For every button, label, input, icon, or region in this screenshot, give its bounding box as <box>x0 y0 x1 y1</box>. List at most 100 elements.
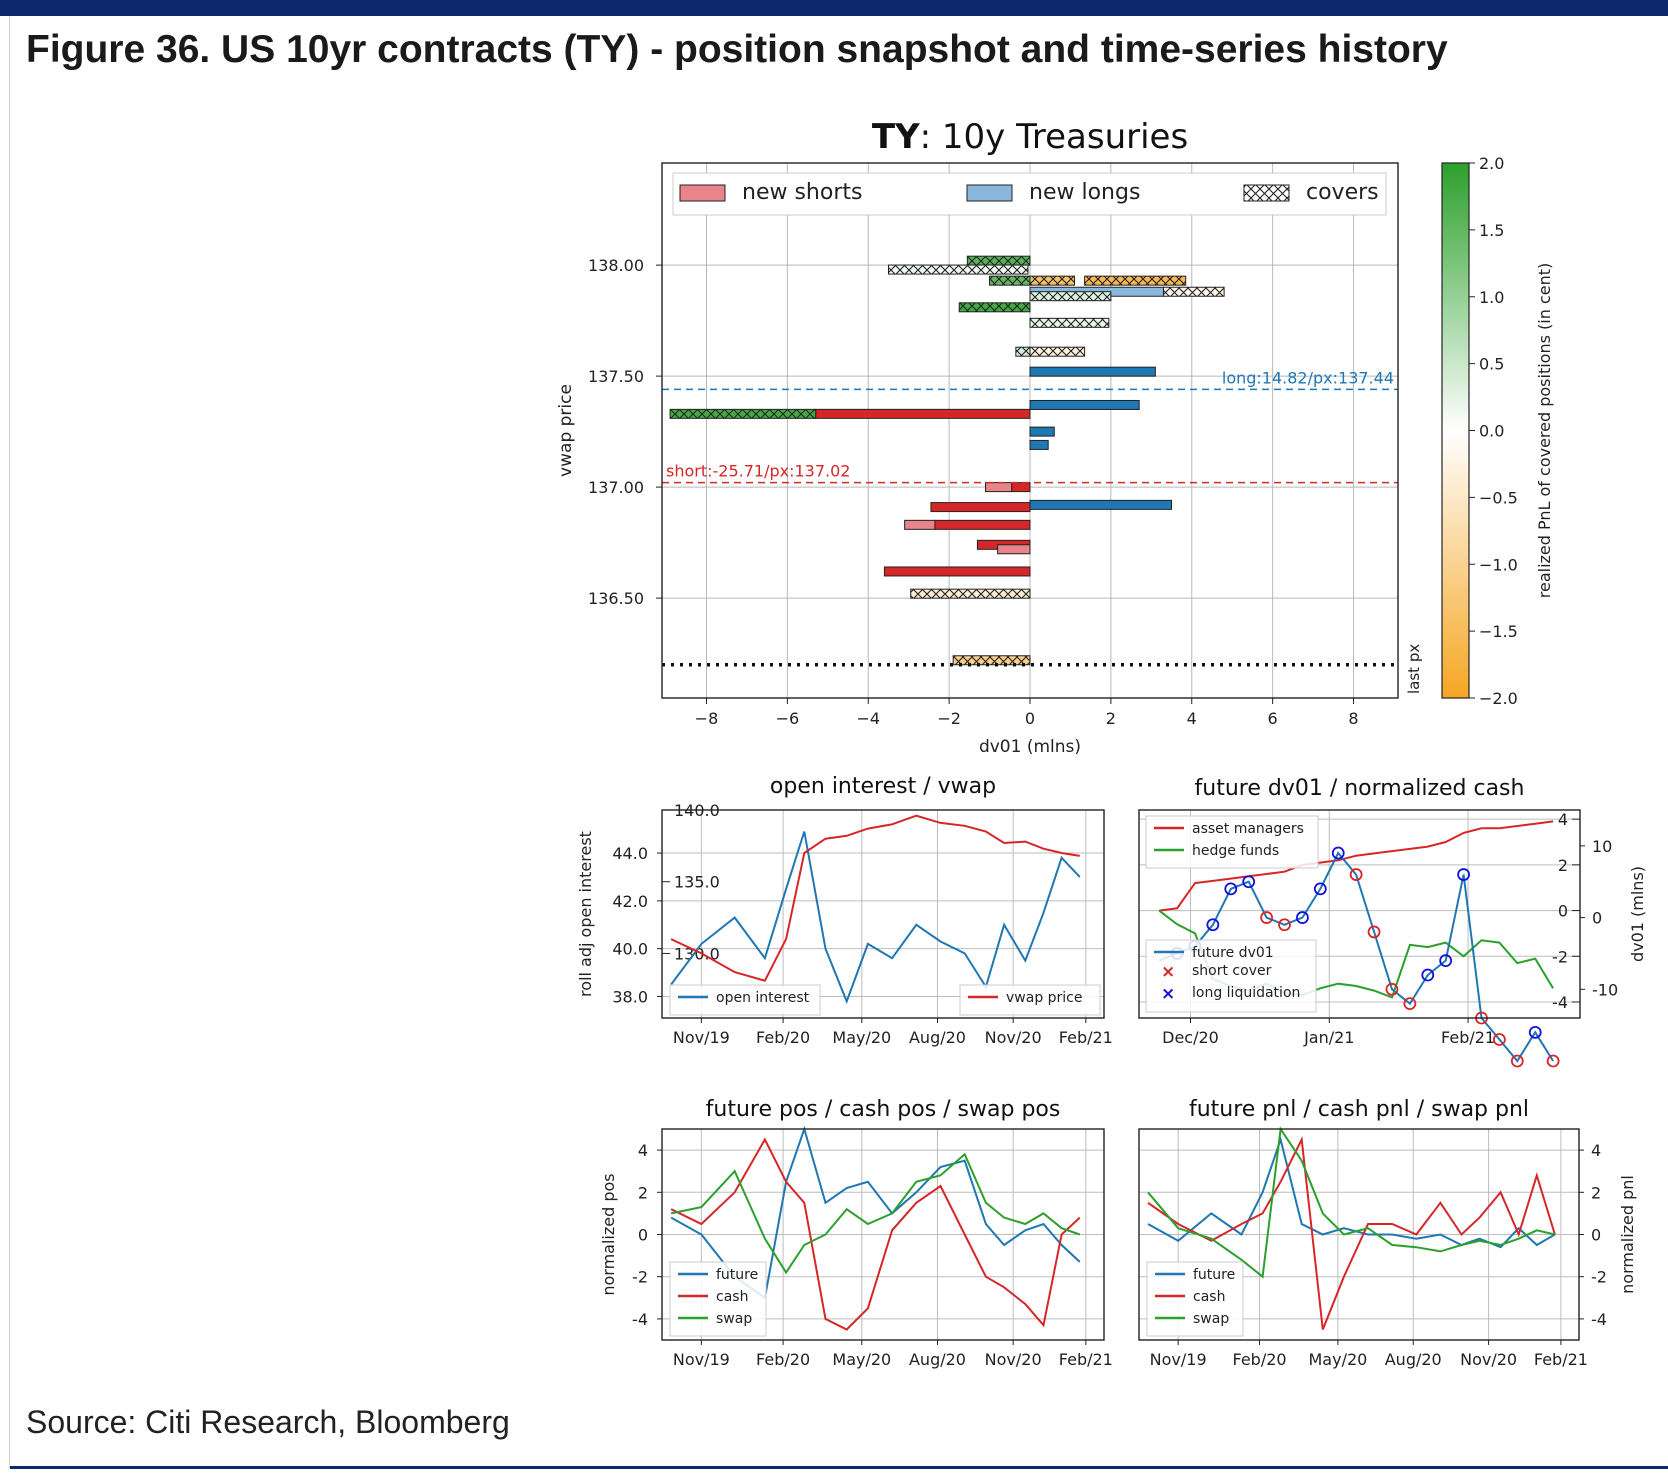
cover-bar-hatch <box>1015 347 1030 357</box>
legend-label: vwap price <box>1006 990 1083 1006</box>
x-tick-label: Nov/20 <box>985 1350 1042 1369</box>
x-tick-label: 2 <box>1106 709 1116 728</box>
legend-swatch-new-shorts <box>679 184 726 202</box>
chart-legend-markers: future dv01 × short cover × long liquidation <box>1145 939 1317 1013</box>
short-bar <box>934 519 1031 530</box>
series-line-future <box>1147 1135 1556 1249</box>
legend-label: new longs <box>1029 180 1140 205</box>
dv01-marker <box>1313 882 1327 896</box>
colorbar-tick-label: 0.5 <box>1479 355 1504 374</box>
x-tick-label: Aug/20 <box>1385 1350 1442 1369</box>
cover-bar-hatch <box>967 256 1030 266</box>
chart-legend: future cash swap <box>1146 1261 1244 1337</box>
inner-y-tick-label: 130.0 <box>674 944 720 963</box>
legend-swatch-new-longs <box>966 184 1013 202</box>
dv01-marker <box>1296 911 1309 924</box>
series-line-open-interest <box>670 831 1081 1005</box>
y-axis-title: roll adj open interest <box>576 831 595 997</box>
short-bar <box>904 519 936 530</box>
legend-label: short cover <box>1192 963 1272 979</box>
x-tick-label: Feb/21 <box>1059 1028 1113 1047</box>
dv01-cash-chart: future dv01 / normalized cash Dec/20 Jan/2… <box>1138 776 1647 1068</box>
chart-legend: future cash swap <box>669 1261 767 1337</box>
x-tick-label: Nov/19 <box>673 1028 730 1047</box>
series-line-vwap-price <box>670 814 1080 982</box>
short-bar <box>997 544 1031 555</box>
y-tick-label: 10 <box>1592 837 1612 856</box>
dv01-marker <box>1224 882 1238 896</box>
y-tick-label: 44.0 <box>612 844 648 863</box>
series-line-cash <box>670 1137 1081 1331</box>
cover-bar-hatch <box>670 409 816 419</box>
series-line-cash <box>1147 1136 1556 1330</box>
pnl-chart: future pnl / cash pnl / swap pnl Nov/19 Fe… <box>1138 1097 1637 1369</box>
y-axis-title: dv01 (mlns) <box>1628 866 1647 962</box>
legend-label: hedge funds <box>1192 843 1279 859</box>
cover-bar-hatch <box>1030 318 1109 328</box>
bottom-rule <box>10 1466 1668 1469</box>
chart-legend: asset managers hedge funds <box>1145 815 1319 869</box>
long-bar <box>1029 426 1055 437</box>
short-bar <box>1011 482 1031 493</box>
x-tick-label: Aug/20 <box>909 1028 966 1047</box>
x-tick-label: Nov/19 <box>1150 1350 1207 1369</box>
left-rule <box>9 16 10 1468</box>
y-tick-label: 138.00 <box>588 256 644 275</box>
legend-label: covers <box>1306 180 1379 205</box>
x-tick-label: −8 <box>695 709 719 728</box>
legend-box <box>1145 815 1319 869</box>
cover-bar-hatch <box>1030 291 1111 301</box>
colorbar-tick-label: 1.0 <box>1479 288 1504 307</box>
x-tick-label: Nov/19 <box>673 1350 730 1369</box>
inner-y-tick-label: 135.0 <box>674 873 720 892</box>
y-axis-title: normalized pos <box>599 1173 618 1295</box>
dv01-marker <box>1331 846 1345 860</box>
dv01-marker <box>1260 911 1273 924</box>
cover-bar-hatch <box>989 276 1030 286</box>
chart-title-bold: TY <box>872 117 920 157</box>
y-axis-title: vwap price <box>556 384 576 477</box>
dv01-marker <box>1385 982 1399 996</box>
cover-bar-hatch <box>910 589 1030 599</box>
y-tick-label: -2 <box>632 1268 648 1287</box>
figure-title: Figure 36. US 10yr contracts (TY) - posi… <box>26 28 1448 71</box>
legend-label: future dv01 <box>1192 945 1274 961</box>
short-bar <box>815 408 1031 419</box>
legend-label: cash <box>716 1289 748 1305</box>
inner-y-tick-label: -2 <box>1552 947 1568 966</box>
legend-box <box>959 984 1101 1016</box>
y-tick-label: -4 <box>632 1310 648 1329</box>
x-tick-label: 6 <box>1268 709 1278 728</box>
y-tick-label: 136.50 <box>588 589 644 608</box>
dv01-marker <box>1528 1025 1542 1039</box>
legend-label: new shorts <box>742 180 862 205</box>
colorbar-tick-label: −0.5 <box>1479 488 1518 507</box>
dv01-marker <box>1421 968 1435 982</box>
chart-legend: new shorts new longs covers <box>672 172 1387 216</box>
dv01-marker <box>1510 1054 1524 1068</box>
y-tick-label: 0 <box>1591 1226 1601 1245</box>
chart-legend: open interest <box>669 984 821 1016</box>
subplot-title: future dv01 / normalized cash <box>1195 776 1525 801</box>
colorbar-gradient <box>1441 162 1470 699</box>
dv01-marker <box>1546 1054 1560 1068</box>
chart-legend: vwap price <box>959 984 1101 1016</box>
y-tick-label: 0 <box>638 1226 648 1245</box>
legend-label: asset managers <box>1192 821 1304 837</box>
x-tick-label: Aug/20 <box>909 1350 966 1369</box>
x-tick-label: Jan/21 <box>1303 1028 1354 1047</box>
cover-bar-hatch <box>959 302 1030 312</box>
y-tick-label: 2 <box>1591 1183 1601 1202</box>
x-tick-label: 0 <box>1025 709 1035 728</box>
colorbar-tick-label: −1.0 <box>1479 555 1518 574</box>
legend-label: swap <box>1193 1311 1229 1327</box>
cover-bar-hatch <box>1030 276 1075 286</box>
legend-label: future <box>1193 1267 1235 1283</box>
short-bar <box>985 482 1013 493</box>
legend-label: cash <box>1193 1289 1225 1305</box>
cover-bar-hatch <box>888 265 1028 275</box>
long-bar <box>1029 439 1049 450</box>
y-tick-label: 4 <box>1591 1141 1601 1160</box>
ty-position-chart: TY: 10y Treasuries −8 −6 −4 −2 0 2 4 6 8 136.50 137… <box>556 117 1423 757</box>
